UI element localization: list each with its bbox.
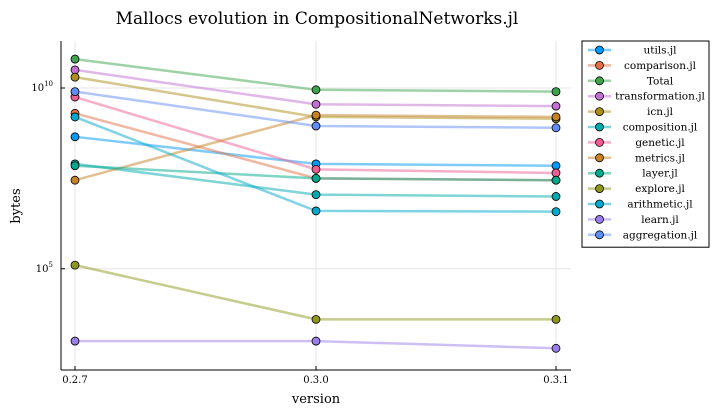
data-point xyxy=(70,161,80,171)
legend-marker xyxy=(595,230,604,240)
legend-label: composition.jl xyxy=(623,122,698,134)
legend-label: Total xyxy=(647,75,674,87)
series-points xyxy=(70,54,561,353)
legend: utils.jl comparison.jl Total transformation… xyxy=(581,40,710,248)
data-point xyxy=(70,132,80,142)
data-point xyxy=(311,85,321,95)
data-point xyxy=(551,87,561,97)
legend-label: genetic.jl xyxy=(635,137,685,149)
data-point xyxy=(551,207,561,217)
x-tick-label: 0.2.7 xyxy=(62,375,87,386)
data-point xyxy=(551,112,561,122)
legend-marker xyxy=(595,199,604,209)
legend-label: arithmetic.jl xyxy=(627,199,693,211)
legend-label: explore.jl xyxy=(635,183,685,195)
legend-label: transformation.jl xyxy=(615,91,705,103)
data-point xyxy=(551,175,561,185)
data-point xyxy=(70,87,80,97)
data-point xyxy=(70,260,80,270)
y-tick-label: 105 xyxy=(36,261,53,275)
legend-marker xyxy=(595,61,604,70)
data-point xyxy=(551,123,561,133)
data-point xyxy=(311,121,321,131)
legend-marker xyxy=(595,107,604,116)
data-point xyxy=(311,206,321,216)
data-point xyxy=(311,164,321,174)
legend-marker xyxy=(595,137,604,147)
legend-label: learn.jl xyxy=(641,214,679,226)
x-axis-label: version xyxy=(291,392,341,407)
y-ticks: 1010 105 xyxy=(31,80,65,275)
legend-label: aggregation.jl xyxy=(623,229,698,241)
data-point xyxy=(551,101,561,111)
x-tick-label: 0.3.1 xyxy=(543,375,568,386)
data-point xyxy=(311,336,321,346)
chart-title: Mallocs evolution in CompositionalNetwor… xyxy=(116,9,519,29)
legend-label: comparison.jl xyxy=(624,60,697,72)
data-point xyxy=(311,190,321,200)
legend-label: metrics.jl xyxy=(635,152,686,164)
legend-marker xyxy=(595,214,604,224)
legend-marker xyxy=(595,45,604,55)
data-point xyxy=(70,175,80,185)
data-point xyxy=(70,54,80,64)
legend-marker xyxy=(595,153,604,163)
legend-label: layer.jl xyxy=(642,168,678,180)
data-point xyxy=(311,99,321,109)
data-point xyxy=(551,343,561,353)
data-point xyxy=(70,336,80,346)
data-point xyxy=(70,72,80,82)
legend-marker xyxy=(595,76,604,86)
legend-label: icn.jl xyxy=(647,106,674,118)
x-tick-label: 0.3.0 xyxy=(303,375,328,386)
data-point xyxy=(551,168,561,178)
data-point xyxy=(70,65,80,75)
data-point xyxy=(551,314,561,324)
data-point xyxy=(551,161,561,171)
legend-label: utils.jl xyxy=(643,45,677,57)
data-point xyxy=(311,110,321,120)
legend-marker xyxy=(595,184,604,194)
x-ticks: 0.2.7 0.3.0 0.3.1 xyxy=(62,366,569,386)
legend-marker xyxy=(595,91,604,101)
y-tick-label: 1010 xyxy=(31,80,53,94)
data-point xyxy=(551,192,561,201)
legend-marker xyxy=(595,122,604,132)
data-point xyxy=(311,173,321,183)
y-axis-label: bytes xyxy=(9,188,24,223)
legend-marker xyxy=(595,168,604,178)
data-point xyxy=(311,314,321,324)
data-point xyxy=(70,112,80,122)
